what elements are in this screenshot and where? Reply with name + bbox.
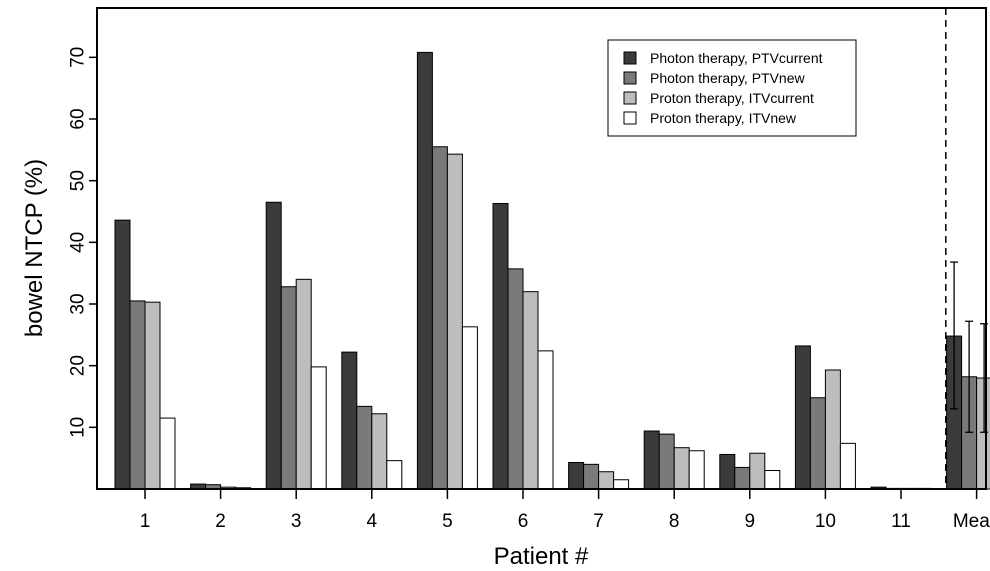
bar xyxy=(976,377,990,490)
bar xyxy=(613,479,630,490)
legend-swatch xyxy=(623,91,637,105)
bar xyxy=(114,219,131,490)
bar xyxy=(159,417,176,490)
y-tick-label: 60 xyxy=(68,108,89,129)
y-tick-label: 40 xyxy=(68,232,89,253)
bar xyxy=(446,153,463,490)
bar xyxy=(356,405,373,490)
bar xyxy=(386,460,403,490)
bar xyxy=(431,146,448,490)
bar xyxy=(824,369,841,490)
x-tick-label: 4 xyxy=(367,511,378,532)
x-tick-label: 5 xyxy=(442,511,453,532)
x-tick-label: 2 xyxy=(215,511,226,532)
bar xyxy=(598,471,615,490)
legend-label: Photon therapy, PTVnew xyxy=(650,70,805,86)
bar xyxy=(341,351,358,490)
y-tick-label: 20 xyxy=(68,355,89,376)
legend-label: Proton therapy, ITVnew xyxy=(650,110,797,126)
bar xyxy=(794,345,811,490)
bar xyxy=(583,463,600,490)
y-axis-label: bowel NTCP (%) xyxy=(21,159,48,337)
legend-frame xyxy=(607,39,857,137)
legend-swatch xyxy=(623,111,637,125)
x-tick-label: 8 xyxy=(669,511,680,532)
legend-label: Photon therapy, PTVcurrent xyxy=(650,50,823,66)
error-bars-group xyxy=(950,261,989,433)
x-tick-label: 10 xyxy=(815,511,836,532)
bar xyxy=(719,453,736,490)
x-tick-label: 9 xyxy=(745,511,756,532)
x-tick-label: 1 xyxy=(140,511,151,532)
legend-label: Proton therapy, ITVcurrent xyxy=(650,90,814,106)
bar xyxy=(809,397,826,490)
bar xyxy=(129,300,146,490)
bar xyxy=(658,433,675,490)
bar xyxy=(492,202,509,490)
y-tick-label: 30 xyxy=(68,293,89,314)
x-tick-label: Mean xyxy=(953,511,990,532)
x-axis-label: Patient # xyxy=(494,543,589,570)
x-tick-label: 3 xyxy=(291,511,302,532)
y-tick-label: 10 xyxy=(68,417,89,438)
bar xyxy=(371,413,388,490)
x-axis: 1 2 3 4 5 6 7 8 9 10 11 Mean xyxy=(140,489,990,532)
bar xyxy=(749,452,766,490)
bars-group xyxy=(114,51,990,490)
bar xyxy=(265,201,282,490)
bar xyxy=(688,450,705,490)
x-tick-label: 7 xyxy=(593,511,604,532)
bar xyxy=(416,51,433,490)
bar xyxy=(280,286,297,490)
x-tick-label: 11 xyxy=(891,511,911,532)
bar xyxy=(507,268,524,490)
legend: Photon therapy, PTVcurrent Photon therapy… xyxy=(607,39,857,137)
bar xyxy=(764,470,781,490)
bar xyxy=(568,461,585,490)
bar xyxy=(734,466,751,490)
bar xyxy=(144,301,161,490)
bar xyxy=(537,350,554,490)
bar xyxy=(643,430,660,490)
bar xyxy=(673,447,690,490)
bar xyxy=(310,366,327,490)
bar xyxy=(522,291,539,490)
y-tick-label: 70 xyxy=(68,47,89,68)
x-tick-label: 6 xyxy=(518,511,529,532)
legend-swatch xyxy=(623,71,637,85)
plot-frame xyxy=(96,7,987,490)
bar xyxy=(295,278,312,490)
y-tick-label: 50 xyxy=(68,170,89,191)
y-axis: 10 20 30 40 50 60 70 xyxy=(68,47,97,438)
bar xyxy=(839,442,856,490)
bar xyxy=(461,326,478,490)
legend-swatch xyxy=(623,51,637,65)
